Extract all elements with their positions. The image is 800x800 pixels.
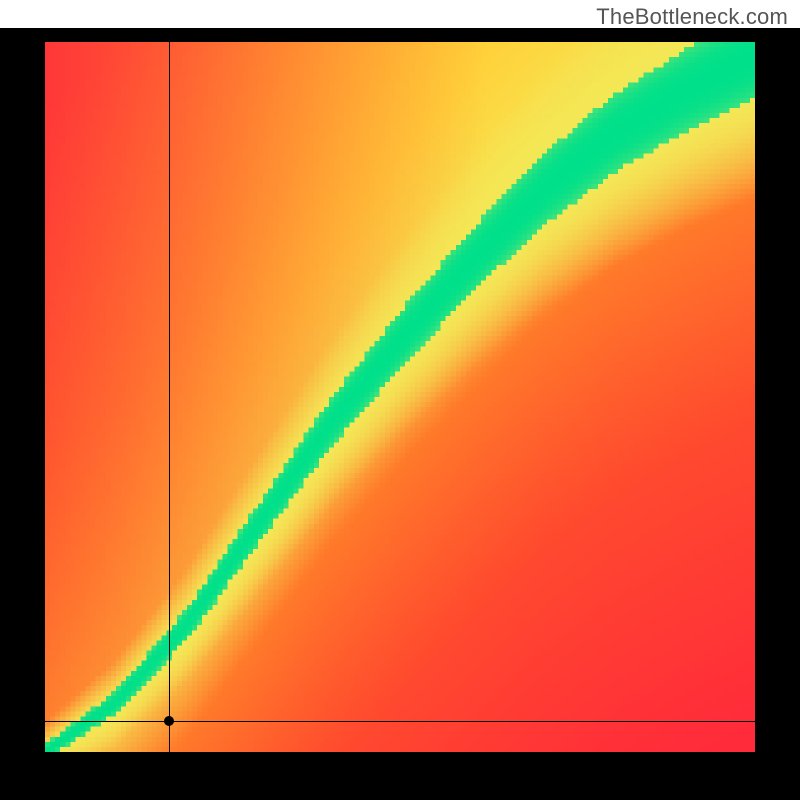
crosshair-horizontal <box>45 721 755 722</box>
watermark-text: TheBottleneck.com <box>596 4 788 30</box>
crosshair-marker <box>164 716 174 726</box>
plot-frame <box>0 28 800 800</box>
chart-container: TheBottleneck.com <box>0 0 800 800</box>
crosshair-vertical <box>169 42 170 752</box>
heatmap-canvas <box>45 42 755 752</box>
